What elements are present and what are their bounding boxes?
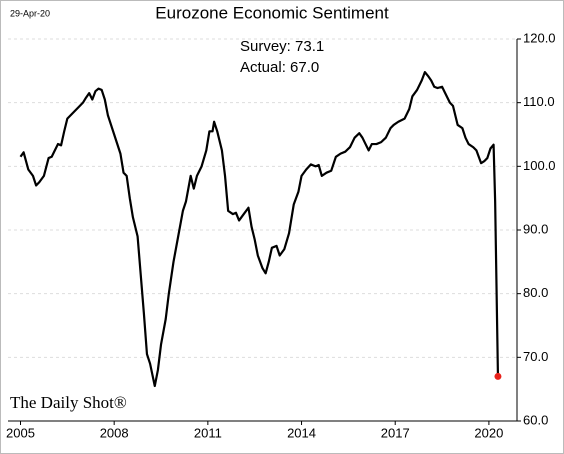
y-tick-label: 70.0 xyxy=(523,349,548,364)
y-tick-label: 80.0 xyxy=(523,285,548,300)
chart-title: Eurozone Economic Sentiment xyxy=(155,3,389,22)
y-tick-label: 60.0 xyxy=(523,412,548,427)
x-tick-label: 2014 xyxy=(287,425,316,440)
x-tick-label: 2011 xyxy=(194,425,222,440)
y-tick-label: 100.0 xyxy=(523,158,556,173)
source: The Daily Shot® xyxy=(10,393,127,412)
annotation: Survey: 73.1 xyxy=(240,38,324,55)
line xyxy=(19,71,500,388)
x-tick-label: 2005 xyxy=(6,425,35,440)
y-tick-label: 110.0 xyxy=(523,94,555,109)
date: 29-Apr-20 xyxy=(10,8,50,18)
y-tick-label: 90.0 xyxy=(523,221,548,236)
y-tick-label: 120.0 xyxy=(523,30,556,45)
annotation: Actual: 67.0 xyxy=(240,59,319,76)
x-tick-label: 2008 xyxy=(100,425,129,440)
x-tick-label: 2017 xyxy=(381,425,410,440)
last-point xyxy=(494,372,502,380)
x-tick-label: 2020 xyxy=(474,425,503,440)
